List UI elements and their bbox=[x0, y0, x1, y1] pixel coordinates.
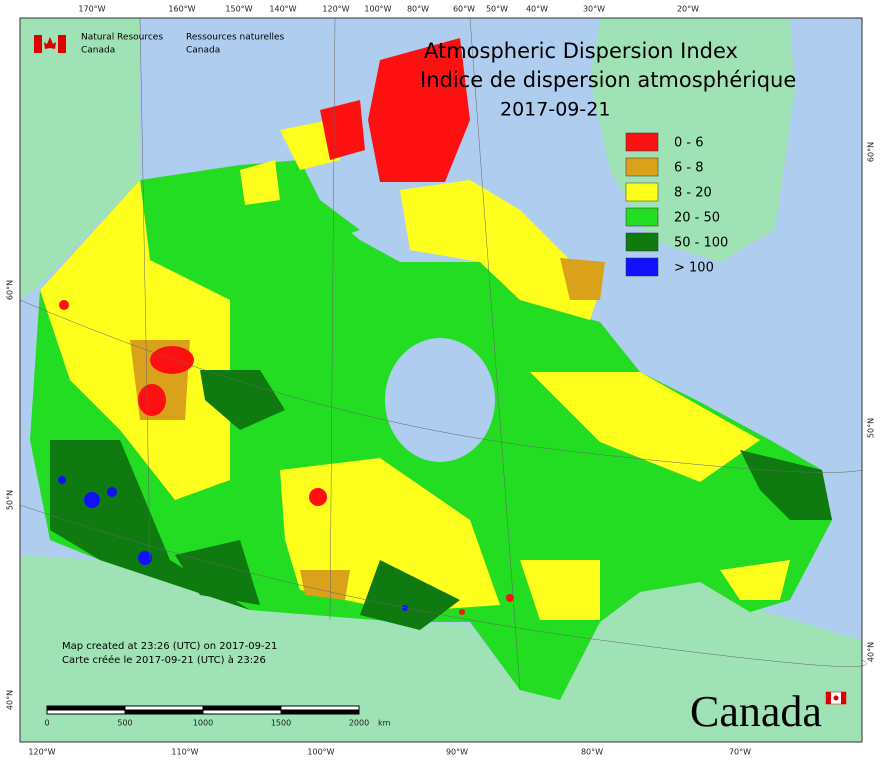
legend-swatch bbox=[625, 207, 659, 227]
legend: 0 - 6 6 - 8 8 - 20 20 - 50 50 - 100 > 100 bbox=[625, 132, 728, 277]
scale-labels: 0 500 1000 1500 2000 km bbox=[44, 719, 390, 728]
graticule bbox=[19, 17, 867, 691]
title: Indice de dispersion atmosphérique bbox=[420, 68, 796, 92]
latitude-label: 50°N bbox=[867, 418, 876, 438]
longitude-label: 170°W bbox=[78, 5, 105, 14]
legend-label: 20 - 50 bbox=[674, 211, 720, 226]
longitude-label: 70°W bbox=[729, 748, 751, 757]
scale-label: 1500 bbox=[271, 719, 291, 728]
note: Carte créée le 2017-09-21 (UTC) à 23:26 bbox=[62, 654, 266, 666]
scale-label: 500 bbox=[117, 719, 132, 728]
legend-swatch bbox=[625, 257, 659, 277]
org-fr: Ressources naturelles bbox=[186, 33, 285, 43]
latitude-label: 40°N bbox=[867, 642, 876, 662]
longitude-label: 160°W bbox=[168, 5, 195, 14]
scale-label: 1000 bbox=[193, 719, 213, 728]
longitude-label: 30°W bbox=[583, 5, 605, 14]
longitude-label: 80°W bbox=[407, 5, 429, 14]
org-en: Canada bbox=[81, 46, 115, 56]
tick-labels: 170°W 160°W 150°W 140°W 120°W 100°W 80°W 60°W 50… bbox=[6, 5, 876, 757]
longitude-label: 90°W bbox=[446, 748, 468, 757]
canada-index bbox=[30, 38, 832, 700]
scale-label: 2000 bbox=[349, 719, 369, 728]
nrcan-logo bbox=[34, 35, 66, 53]
org-en: Natural Resources bbox=[81, 33, 163, 43]
longitude-label: 140°W bbox=[269, 5, 296, 14]
longitude-label: 40°W bbox=[526, 5, 548, 14]
longitude-label: 20°W bbox=[677, 5, 699, 14]
scale-label: 0 bbox=[44, 719, 49, 728]
latitude-label: 50°N bbox=[6, 490, 15, 510]
scale-unit: km bbox=[378, 719, 391, 728]
legend-label: 50 - 100 bbox=[674, 236, 728, 251]
scale-bar bbox=[46, 705, 360, 715]
legend-swatch bbox=[625, 157, 659, 177]
longitude-label: 120°W bbox=[322, 5, 349, 14]
org-fr: Canada bbox=[186, 46, 220, 56]
wordmark: Canada bbox=[690, 687, 822, 736]
legend-label: 0 - 6 bbox=[674, 136, 704, 151]
wordmark-flag bbox=[825, 691, 847, 705]
legend-label: 8 - 20 bbox=[674, 186, 712, 201]
longitude-label: 120°W bbox=[28, 748, 55, 757]
legend-label: > 100 bbox=[674, 261, 714, 276]
longitude-label: 50°W bbox=[486, 5, 508, 14]
map-frame bbox=[19, 17, 863, 743]
legend-label: 6 - 8 bbox=[674, 161, 704, 176]
title: Atmospheric Dispersion Index bbox=[424, 39, 738, 63]
longitude-label: 60°W bbox=[453, 5, 475, 14]
longitude-label: 100°W bbox=[307, 748, 334, 757]
map-date: 2017-09-21 bbox=[500, 99, 610, 121]
longitude-label: 110°W bbox=[171, 748, 198, 757]
legend-swatch bbox=[625, 132, 659, 152]
latitude-label: 40°N bbox=[6, 690, 15, 710]
legend-swatch bbox=[625, 182, 659, 202]
longitude-label: 100°W bbox=[364, 5, 391, 14]
note: Map created at 23:26 (UTC) on 2017-09-21 bbox=[62, 641, 277, 652]
latitude-label: 60°N bbox=[867, 142, 876, 162]
longitude-label: 150°W bbox=[225, 5, 252, 14]
latitude-label: 60°N bbox=[6, 280, 15, 300]
legend-swatch bbox=[625, 232, 659, 252]
longitude-label: 80°W bbox=[581, 748, 603, 757]
